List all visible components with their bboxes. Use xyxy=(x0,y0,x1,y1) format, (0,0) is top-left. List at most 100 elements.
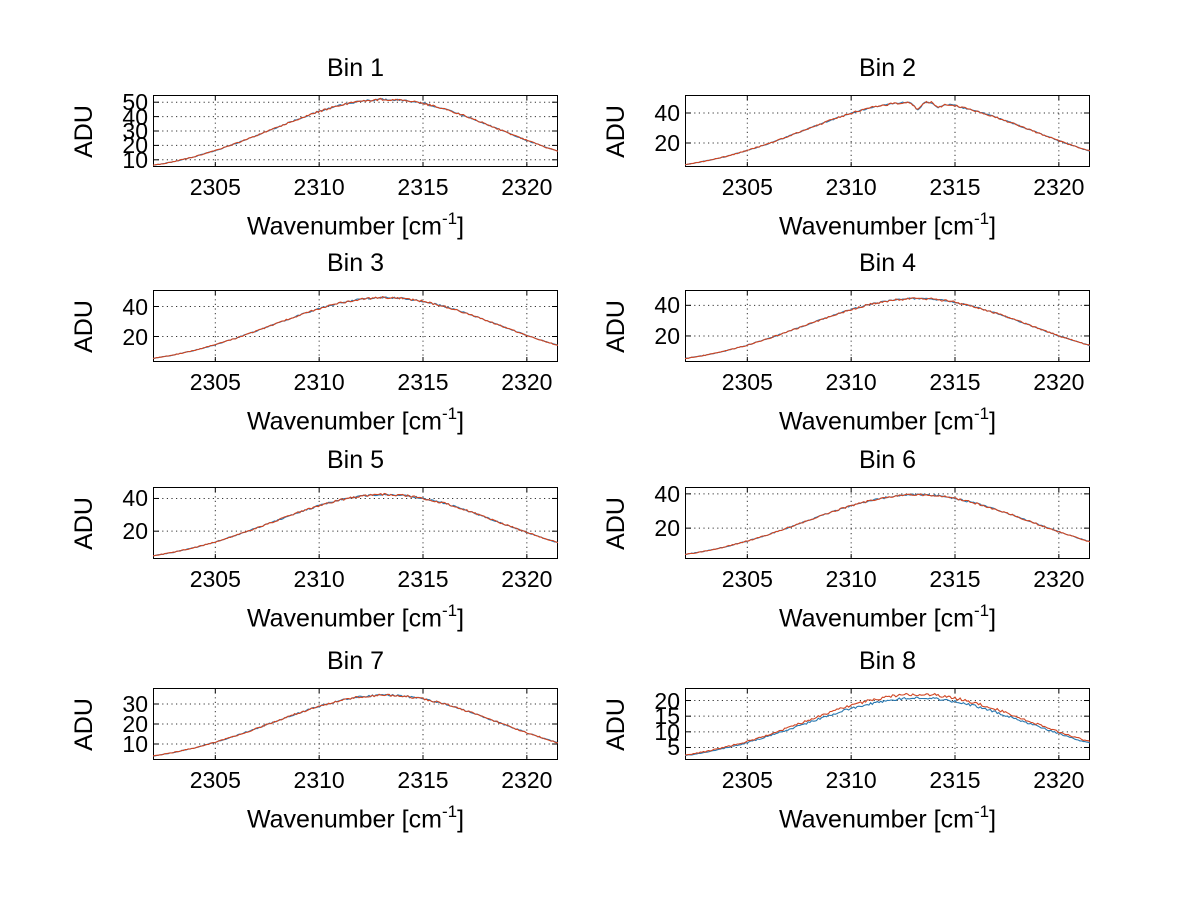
series-main-trace-red xyxy=(685,297,1090,360)
x-tick-label: 2320 xyxy=(1033,369,1085,395)
plot-area xyxy=(153,95,558,167)
series-main-trace-red xyxy=(685,692,1090,756)
x-axis-label: Wavenumber [cm-1] xyxy=(778,601,997,633)
series-main-trace-red xyxy=(685,493,1090,556)
y-tick-label: 20 xyxy=(654,322,680,349)
subplot-bin-5: Bin 5 ADU 20 40 2305 2310 2315 2320 Wavenumb… xyxy=(38,445,583,632)
y-tick-label: 20 xyxy=(122,711,148,737)
x-tick-label: 2315 xyxy=(929,369,981,395)
subplot-bin-2: Bin 2 ADU 20 40 2305 2310 2315 2320 Wavenumb… xyxy=(570,53,1115,240)
subplot-title: Bin 1 xyxy=(327,54,384,82)
y-tick-label: 50 xyxy=(122,89,148,116)
x-tick-label: 2310 xyxy=(825,369,877,395)
y-tick-label: 40 xyxy=(122,485,148,512)
subplot-title: Bin 3 xyxy=(327,249,384,277)
y-tick-label: 40 xyxy=(654,480,680,507)
x-tick-label: 2320 xyxy=(501,174,553,200)
x-tick-labels: 2305 2310 2315 2320 xyxy=(153,766,558,794)
y-tick-label: 10 xyxy=(654,718,680,745)
subplot-bin-1: Bin 1 ADU 10 20 30 40 50 2305 2310 2315 2320 Wa… xyxy=(38,53,583,240)
x-tick-label: 2310 xyxy=(293,174,345,200)
x-axis-label: Wavenumber [cm-1] xyxy=(778,209,997,241)
x-tick-labels: 2305 2310 2315 2320 xyxy=(685,173,1090,201)
series-main-trace-red xyxy=(153,295,558,360)
y-tick-label: 30 xyxy=(122,691,148,717)
subplot-bin-3: Bin 3 ADU 20 40 2305 2310 2315 2320 Wavenumb… xyxy=(38,248,583,435)
y-tick-label: 10 xyxy=(122,731,148,757)
y-tick-label: 20 xyxy=(122,132,148,159)
x-axis-label: Wavenumber [cm-1] xyxy=(246,802,465,834)
y-tick-label: 20 xyxy=(122,518,148,545)
x-tick-label: 2315 xyxy=(929,174,981,200)
x-tick-label: 2320 xyxy=(501,767,553,793)
x-tick-labels: 2305 2310 2315 2320 xyxy=(153,173,558,201)
x-axis-label: Wavenumber [cm-1] xyxy=(246,209,465,241)
y-tick-label: 40 xyxy=(122,293,148,320)
series-overlapped-trace-blue xyxy=(685,101,1090,166)
x-axis-label: Wavenumber [cm-1] xyxy=(246,404,465,436)
y-tick-label: 10 xyxy=(122,146,148,173)
y-tick-label: 20 xyxy=(654,130,680,156)
subplot-title: Bin 2 xyxy=(859,54,916,82)
x-axis-label: Wavenumber [cm-1] xyxy=(778,404,997,436)
y-tick-label: 40 xyxy=(654,100,680,126)
plot-area xyxy=(153,688,558,760)
x-tick-label: 2320 xyxy=(1033,767,1085,793)
y-tick-label: 30 xyxy=(122,118,148,144)
x-axis-label: Wavenumber [cm-1] xyxy=(246,601,465,633)
x-tick-label: 2315 xyxy=(929,767,981,793)
x-tick-labels: 2305 2310 2315 2320 xyxy=(685,368,1090,396)
series-lower-trace-blue xyxy=(685,696,1090,757)
x-axis-label: Wavenumber [cm-1] xyxy=(778,802,997,834)
y-tick-labels: 20 40 xyxy=(96,485,150,559)
x-tick-label: 2310 xyxy=(293,767,345,793)
x-tick-label: 2315 xyxy=(929,566,981,592)
series-main-trace-red xyxy=(153,492,558,557)
subplot-title: Bin 5 xyxy=(327,446,384,474)
x-tick-label: 2305 xyxy=(721,566,773,592)
y-tick-label: 40 xyxy=(122,103,148,130)
y-tick-label: 20 xyxy=(654,515,680,542)
x-tick-label: 2305 xyxy=(721,767,773,793)
y-tick-label: 20 xyxy=(122,323,148,350)
y-tick-label: 5 xyxy=(667,734,680,761)
subplot-bin-6: Bin 6 ADU 20 40 2305 2310 2315 2320 Wavenumb… xyxy=(570,445,1115,632)
subplot-title: Bin 8 xyxy=(859,647,916,675)
series-main-trace-red xyxy=(153,97,558,166)
y-tick-labels: 20 40 xyxy=(628,95,682,167)
series-overlapped-trace-blue xyxy=(685,493,1090,555)
x-tick-label: 2310 xyxy=(293,566,345,592)
x-tick-label: 2310 xyxy=(825,767,877,793)
y-tick-label: 20 xyxy=(654,687,680,714)
x-tick-labels: 2305 2310 2315 2320 xyxy=(153,565,558,593)
x-tick-label: 2320 xyxy=(1033,566,1085,592)
x-tick-label: 2320 xyxy=(501,369,553,395)
series-overlapped-trace-blue xyxy=(153,98,558,166)
x-tick-label: 2315 xyxy=(397,566,449,592)
x-tick-label: 2310 xyxy=(293,369,345,395)
x-tick-label: 2320 xyxy=(501,566,553,592)
x-tick-label: 2320 xyxy=(1033,174,1085,200)
series-overlapped-trace-blue xyxy=(153,493,558,557)
y-tick-labels: 5 10 15 20 xyxy=(628,688,682,760)
plot-area xyxy=(685,688,1090,760)
x-tick-labels: 2305 2310 2315 2320 xyxy=(153,368,558,396)
plot-area xyxy=(685,487,1090,559)
plot-area xyxy=(685,290,1090,362)
x-tick-label: 2305 xyxy=(189,369,241,395)
x-tick-label: 2315 xyxy=(397,174,449,200)
y-tick-labels: 20 40 xyxy=(628,482,682,559)
plot-area xyxy=(153,290,558,362)
subplot-bin-4: Bin 4 ADU 20 40 2305 2310 2315 2320 Wavenumb… xyxy=(570,248,1115,435)
y-tick-labels: 20 40 xyxy=(96,290,150,362)
x-tick-label: 2305 xyxy=(189,174,241,200)
subplot-title: Bin 4 xyxy=(859,249,916,277)
subplot-title: Bin 6 xyxy=(859,446,916,474)
series-main-trace-red xyxy=(685,100,1090,166)
x-tick-label: 2310 xyxy=(825,566,877,592)
y-tick-labels: 10 20 30 xyxy=(96,688,150,760)
plot-area xyxy=(153,487,558,559)
x-tick-label: 2305 xyxy=(721,174,773,200)
x-tick-label: 2305 xyxy=(189,767,241,793)
